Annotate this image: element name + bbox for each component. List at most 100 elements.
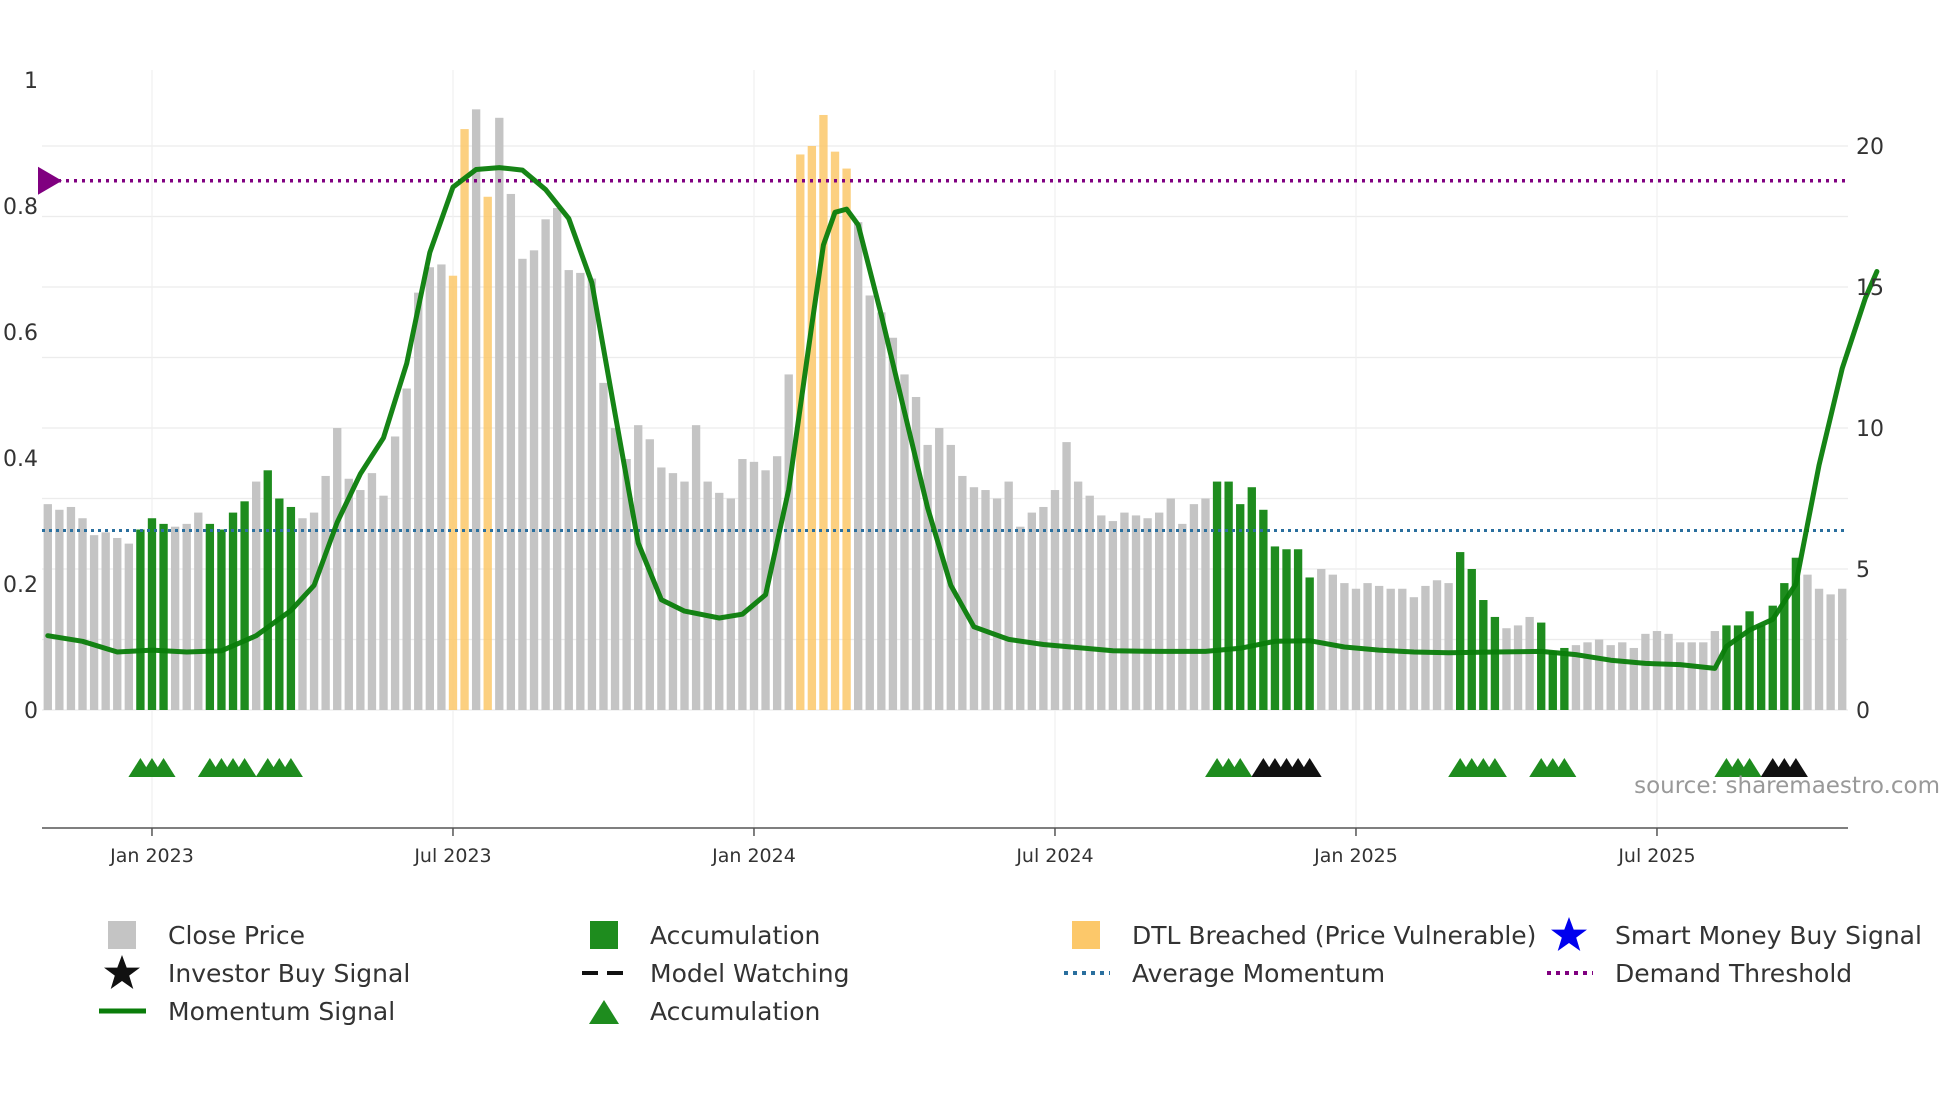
close-price-bar — [1571, 645, 1581, 710]
close-price-bar — [726, 498, 735, 710]
x-tick-label: Jan 2023 — [109, 845, 194, 867]
close-price-bar — [1097, 515, 1106, 710]
accumulation-bar — [1745, 611, 1754, 710]
close-price-bar — [553, 208, 562, 711]
close-price-bar — [1317, 569, 1326, 710]
accumulation-marker — [278, 758, 303, 777]
momentum-signal — [45, 165, 1880, 671]
close-price-bar — [1699, 642, 1708, 710]
y-axis-left: 0 0.2 0.4 0.6 0.8 1 — [3, 69, 38, 724]
legend-item-close: Close Price — [98, 920, 305, 950]
close-price-bar — [1363, 583, 1372, 710]
investor-buy-marker — [1297, 758, 1322, 777]
y-left-tick-label: 1 — [24, 69, 38, 94]
close-price-bar — [900, 374, 909, 710]
legend-label: Investor Buy Signal — [168, 958, 411, 988]
y-right-tick-label: 20 — [1856, 135, 1884, 160]
y-right-tick-label: 10 — [1856, 417, 1884, 442]
close-price-bar — [610, 428, 620, 710]
close-price-bar — [668, 473, 678, 710]
close-price-bar — [877, 312, 886, 710]
close-price-bar — [402, 388, 411, 710]
legend-label: Momentum Signal — [168, 996, 396, 1026]
close-price-bar — [518, 258, 527, 710]
close-price-bar — [599, 382, 608, 710]
close-price-bar — [356, 490, 365, 710]
accumulation-bar — [263, 470, 272, 710]
accumulation-bar — [1224, 481, 1233, 710]
legend-symbol-square-grey-icon — [98, 920, 146, 950]
y-right-tick-label: 5 — [1856, 558, 1870, 583]
close-price-bar — [784, 374, 793, 710]
close-price-bar — [321, 475, 330, 710]
accumulation-bar — [1305, 577, 1314, 710]
close-price-bar — [865, 295, 874, 710]
close-price-bar — [911, 396, 921, 710]
accumulation-bar — [1733, 625, 1743, 710]
close-price-bar — [1073, 481, 1083, 710]
close-price-bar — [367, 473, 377, 710]
close-price-bar — [1421, 585, 1430, 710]
close-price-bar — [1120, 512, 1129, 710]
close-price-bar — [923, 444, 932, 710]
legend-item-momentum: Momentum Signal — [98, 996, 395, 1026]
close-price-bar — [333, 428, 342, 710]
accumulation-bar — [217, 529, 226, 710]
close-price-bar — [1178, 523, 1187, 710]
close-price-bar — [958, 475, 967, 710]
y-right-tick-label: 0 — [1856, 699, 1870, 724]
accumulation-bar — [1548, 650, 1557, 710]
legend-item-investor: Investor Buy Signal — [98, 955, 411, 989]
close-price-bar — [738, 459, 747, 710]
legend-label: Model Watching — [650, 958, 850, 988]
close-price-bar — [576, 272, 585, 710]
accumulation-bar — [1247, 487, 1256, 710]
close-price-bar — [657, 467, 666, 710]
close-price-bar — [1027, 512, 1036, 710]
source-label: source: sharemaestro.com — [1634, 773, 1940, 799]
close-price-bar — [772, 456, 782, 710]
y-right-tick-label: 15 — [1856, 276, 1884, 301]
legend-label: Demand Threshold — [1615, 958, 1853, 988]
legend-symbol-dot-purple-icon — [1545, 958, 1593, 988]
close-price-bar — [309, 512, 319, 710]
close-price-bar — [1166, 498, 1175, 710]
close-price-bar — [854, 222, 863, 710]
legend-symbol-triangle-green-icon — [580, 996, 628, 1026]
legend-item-demand: Demand Threshold — [1545, 958, 1852, 988]
close-price-bar — [194, 512, 203, 710]
legend-symbol-star-blue-icon — [1545, 917, 1593, 951]
accumulation-bar — [1768, 605, 1777, 710]
legend-symbol-dot-blue-icon — [1062, 958, 1110, 988]
dtl-breached-bar — [830, 151, 840, 710]
x-tick-label: Jan 2025 — [1313, 845, 1398, 867]
legend-symbol-square-orange-icon — [1062, 920, 1110, 950]
dtl-breached-bar — [796, 154, 805, 710]
close-price-bar — [78, 518, 87, 710]
accumulation-bar — [1780, 583, 1789, 710]
dtl-breached-bar — [460, 129, 469, 710]
legend-item-watch: Model Watching — [580, 958, 850, 988]
close-price-bar — [1131, 515, 1141, 710]
close-price-bar — [541, 219, 550, 710]
accumulation-bar — [205, 523, 215, 710]
close-price-bar — [1004, 481, 1013, 710]
legend-label: DTL Breached (Price Vulnerable) — [1132, 920, 1537, 950]
x-axis: Jan 2023 Jul 2023 Jan 2024 Jul 2024 Jan 2025… — [109, 828, 1696, 867]
dtl-breached-bar — [819, 114, 828, 711]
momentum-signal-line — [45, 165, 1880, 671]
close-price-bar — [749, 461, 759, 710]
close-price-bar — [1525, 616, 1534, 710]
close-price-bar — [992, 498, 1002, 710]
close-price-bar — [1687, 642, 1696, 710]
close-price-bar — [935, 428, 944, 710]
accumulation-marker — [151, 758, 176, 777]
close-price-bar — [1618, 642, 1627, 710]
accumulation-bar — [1537, 622, 1546, 710]
y-left-tick-label: 0.8 — [3, 195, 38, 220]
x-tick-label: Jul 2025 — [1617, 845, 1695, 867]
close-price-bar — [414, 292, 423, 710]
legend-item-accum-marker: Accumulation — [580, 996, 820, 1026]
legend-label: Accumulation — [650, 920, 821, 950]
